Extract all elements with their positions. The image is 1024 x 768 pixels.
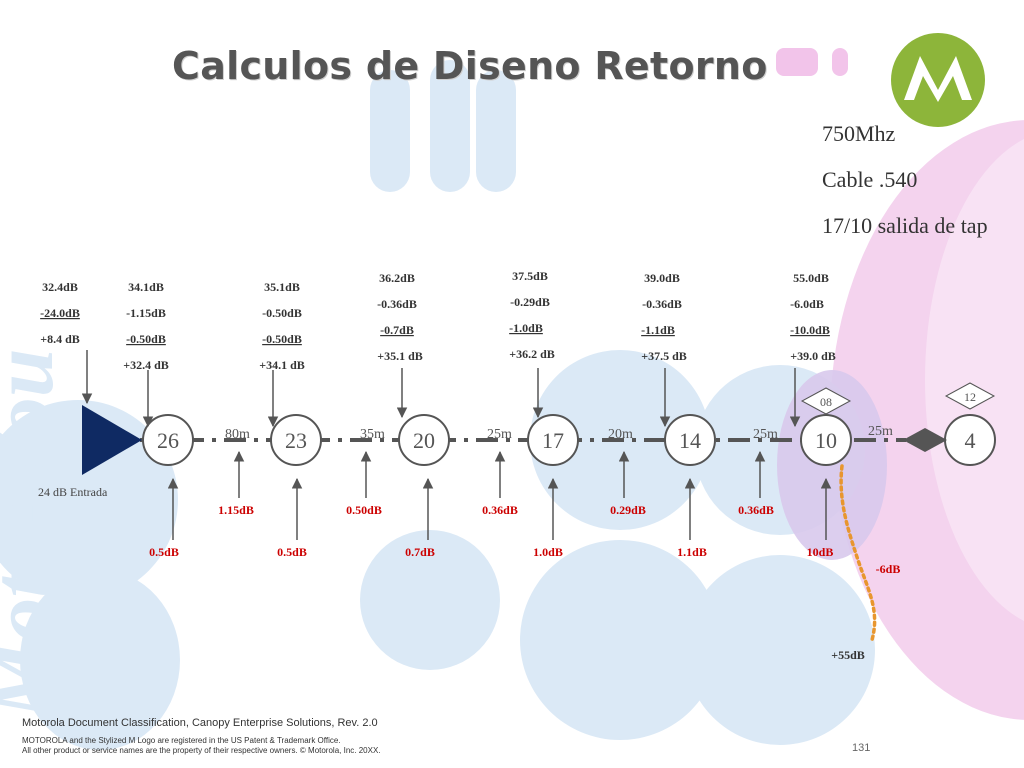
calc-value: +34.1 dB xyxy=(259,358,305,372)
distance-label: 25m xyxy=(753,427,778,442)
spec-cable: Cable .540 xyxy=(822,167,918,192)
calc-value: -24.0dB xyxy=(40,306,80,320)
calc-value: -10.0dB xyxy=(790,323,830,337)
cable-loss-label: 0.29dB xyxy=(610,503,646,517)
calc-value: -6.0dB xyxy=(790,297,824,311)
tap-value: 20 xyxy=(413,428,435,453)
calc-value: 36.2dB xyxy=(379,271,415,285)
calc-arrows xyxy=(81,350,801,428)
calc-column: 36.2dB -0.36dB -0.7dB +35.1 dB xyxy=(377,271,423,363)
footer-classification: Motorola Document Classification, Canopy… xyxy=(22,717,378,729)
tap-node: 17 xyxy=(527,414,579,466)
calc-value: 35.1dB xyxy=(264,280,300,294)
calc-column: 37.5dB -0.29dB -1.0dB +36.2 dB xyxy=(509,269,555,361)
background-pink-arcs xyxy=(830,120,1024,720)
drop-loss-label: -6dB xyxy=(876,562,901,576)
calc-value: -0.36dB xyxy=(642,297,682,311)
tap-loss-label: 1.0dB xyxy=(533,545,563,559)
calc-value: 39.0dB xyxy=(644,271,680,285)
loss-arrows xyxy=(167,450,832,540)
calc-value: 55.0dB xyxy=(793,271,829,285)
cable-loss-label: 0.50dB xyxy=(346,503,382,517)
terminator-diamond xyxy=(903,428,947,452)
cable-loss-label: 1.15dB xyxy=(218,503,254,517)
badge-text: 08 xyxy=(820,395,832,409)
calc-value: -0.50dB xyxy=(126,332,166,346)
drop-level-label: +55dB xyxy=(831,648,865,662)
tap-loss-label: 1.1dB xyxy=(677,545,707,559)
calc-value: -0.29dB xyxy=(510,295,550,309)
tap-value: 4 xyxy=(965,428,976,453)
calc-value: 32.4dB xyxy=(42,280,78,294)
footer-copyright: All other product or service names are t… xyxy=(22,746,381,755)
distance-label: 80m xyxy=(225,427,250,442)
tap-node: 20 xyxy=(398,414,450,466)
tap-value: 26 xyxy=(157,428,179,453)
tap-loss-label: 0.5dB xyxy=(277,545,307,559)
tap-node: 26 xyxy=(142,414,194,466)
calc-value: -1.15dB xyxy=(126,306,166,320)
badge-diamond: 08 xyxy=(800,387,852,415)
page-title: Calculos de Diseno Retorno xyxy=(172,44,768,88)
motorola-logo xyxy=(891,33,985,127)
calc-value: +35.1 dB xyxy=(377,349,423,363)
calc-column: 32.4dB -24.0dB +8.4 dB xyxy=(40,280,80,346)
calc-value: +32.4 dB xyxy=(123,358,169,372)
tap-loss-label: 0.7dB xyxy=(405,545,435,559)
calc-column: 35.1dB -0.50dB -0.50dB +34.1 dB xyxy=(259,280,305,372)
tap-loss-label: 0.5dB xyxy=(149,545,179,559)
calc-value: +37.5 dB xyxy=(641,349,687,363)
calc-value: +8.4 dB xyxy=(40,332,80,346)
calc-column: 34.1dB -1.15dB -0.50dB +32.4 dB xyxy=(123,280,169,372)
calc-value: -0.36dB xyxy=(377,297,417,311)
badge-text: 12 xyxy=(964,390,976,404)
page-number: 131 xyxy=(852,742,871,754)
cable-loss-label: 0.36dB xyxy=(738,503,774,517)
tap-value: 17 xyxy=(542,428,564,453)
distance-label: 20m xyxy=(608,427,633,442)
calc-value: -1.0dB xyxy=(509,321,543,335)
distance-label: 25m xyxy=(487,427,512,442)
spec-tap-output: 17/10 salida de tap xyxy=(822,213,988,238)
tap-node: 23 xyxy=(270,414,322,466)
footer-trademark: MOTOROLA and the Stylized M Logo are reg… xyxy=(22,736,341,745)
tap-node: 14 xyxy=(664,414,716,466)
drop-cable xyxy=(839,464,877,642)
cable-loss-label: 0.36dB xyxy=(482,503,518,517)
tap-loss-label: 10dB xyxy=(807,545,834,559)
calc-value: +39.0 dB xyxy=(790,349,836,363)
distance-label: 25m xyxy=(868,424,893,439)
watermark-text: Moto4You xyxy=(0,348,72,722)
calc-value: -0.7dB xyxy=(380,323,414,337)
calc-value: -0.50dB xyxy=(262,332,302,346)
calc-value: 37.5dB xyxy=(512,269,548,283)
calc-column: 55.0dB -6.0dB -10.0dB +39.0 dB xyxy=(790,271,836,363)
calc-column: 39.0dB -0.36dB -1.1dB +37.5 dB xyxy=(641,271,687,363)
calc-value: -0.50dB xyxy=(262,306,302,320)
entrada-label: 24 dB Entrada xyxy=(38,485,108,499)
tap-value: 14 xyxy=(679,428,701,453)
tap-node: 4 xyxy=(944,414,996,466)
badge-diamond: 12 xyxy=(944,382,996,410)
background-pink-marks xyxy=(776,48,848,76)
amplifier-triangle xyxy=(82,405,142,475)
tap-value: 23 xyxy=(285,428,307,453)
distance-label: 35m xyxy=(360,427,385,442)
spec-frequency: 750Mhz xyxy=(822,121,896,146)
tap-node: 10 xyxy=(800,414,852,466)
calc-value: 34.1dB xyxy=(128,280,164,294)
calc-value: +36.2 dB xyxy=(509,347,555,361)
tap-value: 10 xyxy=(815,428,837,453)
calc-value: -1.1dB xyxy=(641,323,675,337)
